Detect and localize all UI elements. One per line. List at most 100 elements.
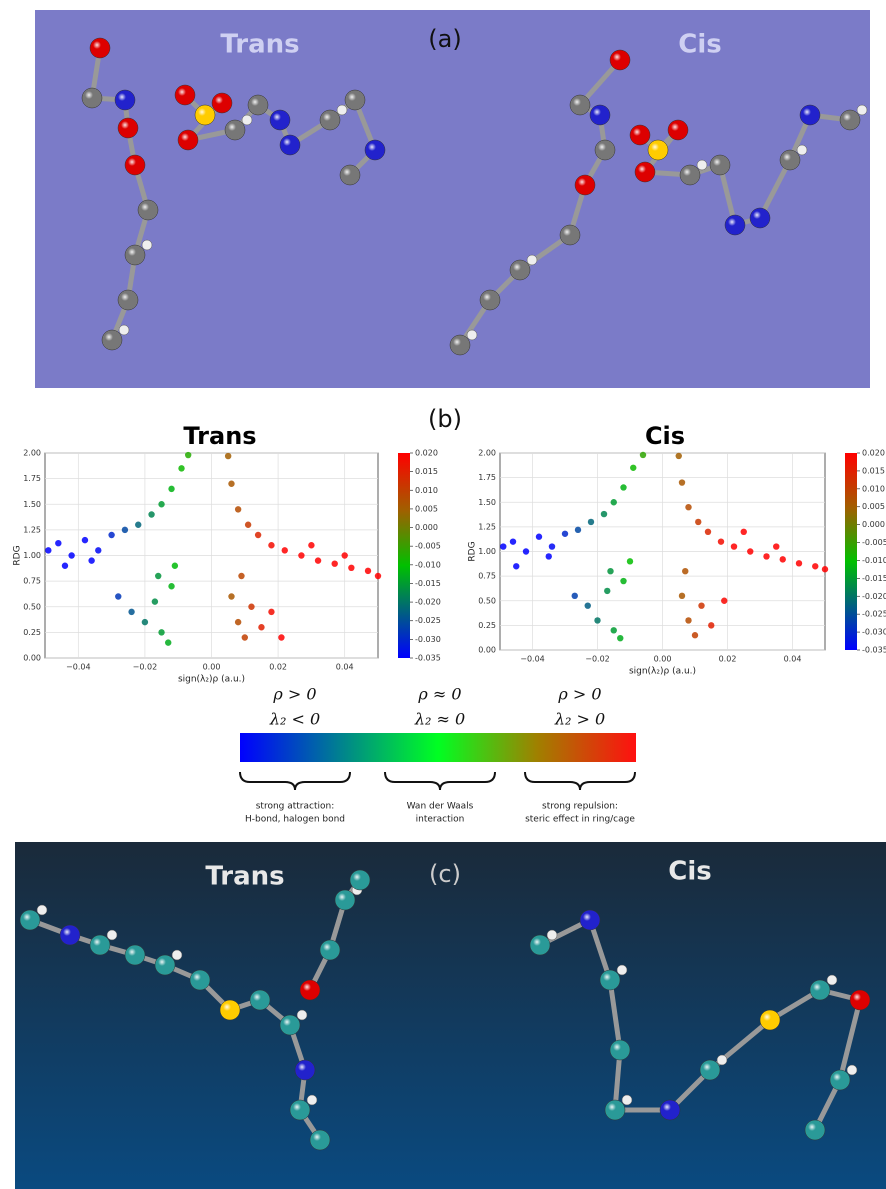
atom-highlight — [348, 93, 356, 101]
x-tick-label: −0.04 — [520, 655, 545, 664]
atom-highlight — [803, 108, 811, 116]
hydrogen — [857, 105, 867, 115]
atom — [20, 910, 40, 930]
charts: Trans0.000.250.500.751.001.251.501.752.0… — [13, 422, 886, 685]
y-tick-label: 0.50 — [478, 596, 496, 605]
y-tick-label: 1.75 — [478, 473, 496, 482]
scatter-point — [705, 529, 711, 535]
scatter-point — [172, 563, 178, 569]
atom — [480, 290, 500, 310]
hydrogen — [527, 255, 537, 265]
atom — [175, 85, 195, 105]
scatter-point — [546, 553, 552, 559]
scatter-point — [122, 527, 128, 533]
atom-highlight — [105, 333, 113, 341]
colorbar-tick-label: -0.015 — [862, 574, 886, 583]
y-tick-label: 0.75 — [478, 572, 496, 581]
y-tick-label: 0.25 — [478, 621, 496, 630]
legend-note: steric effect in ring/cage — [525, 815, 635, 825]
atom — [225, 120, 245, 140]
atom-highlight — [198, 108, 206, 116]
atom-highlight — [853, 993, 861, 1001]
scatter-point — [679, 479, 685, 485]
scatter-point — [242, 634, 248, 640]
atom-highlight — [808, 1123, 816, 1131]
scatter-point — [248, 604, 254, 610]
scatter-point — [45, 547, 51, 553]
atom-highlight — [563, 228, 571, 236]
scatter-point — [268, 542, 274, 548]
scatter-point — [611, 499, 617, 505]
atom-highlight — [118, 93, 126, 101]
atom — [248, 95, 268, 115]
brace — [385, 772, 495, 790]
atom — [118, 290, 138, 310]
scatter-point — [178, 465, 184, 471]
y-tick-label: 1.75 — [23, 474, 41, 483]
atom — [610, 1040, 630, 1060]
scatter-point — [763, 553, 769, 559]
atom-highlight — [303, 983, 311, 991]
scatter-point — [780, 556, 786, 562]
atom — [560, 225, 580, 245]
atom-highlight — [703, 1063, 711, 1071]
scatter-point — [594, 617, 600, 623]
atom-highlight — [663, 1103, 671, 1111]
atom-highlight — [93, 41, 101, 49]
x-tick-label: 0.02 — [719, 655, 737, 664]
atom — [125, 245, 145, 265]
atom-highlight — [128, 248, 136, 256]
colorbar-tick-label: 0.000 — [862, 520, 885, 529]
atom-highlight — [178, 88, 186, 96]
hydrogen — [697, 160, 707, 170]
atom — [830, 1070, 850, 1090]
atom-highlight — [683, 168, 691, 176]
atom — [840, 110, 860, 130]
atom-highlight — [513, 263, 521, 271]
scatter-point — [168, 486, 174, 492]
scatter-point — [108, 532, 114, 538]
scatter-point — [572, 593, 578, 599]
scatter-point — [68, 552, 74, 558]
atom-highlight — [313, 1133, 321, 1141]
x-tick-label: −0.02 — [133, 663, 158, 672]
legend-rho: ρ > 0 — [272, 685, 316, 704]
legend-lambda: λ₂ < 0 — [269, 710, 320, 729]
panel-c-background — [15, 842, 886, 1189]
scatter-point — [148, 511, 154, 517]
brace — [525, 772, 635, 790]
atom-highlight — [573, 98, 581, 106]
atom — [510, 260, 530, 280]
legend-note: strong repulsion: — [542, 802, 618, 812]
scatter-point — [604, 588, 610, 594]
atom-highlight — [453, 338, 461, 346]
atom — [310, 1130, 330, 1150]
atom — [320, 110, 340, 130]
scatter-point — [365, 568, 371, 574]
scatter-point — [82, 537, 88, 543]
x-tick-label: −0.02 — [585, 655, 610, 664]
hydrogen — [107, 930, 117, 940]
legend-rho: ρ > 0 — [557, 685, 601, 704]
atom-highlight — [93, 938, 101, 946]
atom-highlight — [671, 123, 679, 131]
atom-highlight — [583, 913, 591, 921]
legend-note: Wan der Waals — [407, 802, 474, 812]
atom — [635, 162, 655, 182]
hydrogen — [307, 1095, 317, 1105]
x-tick-label: 0.02 — [269, 663, 287, 672]
atom-highlight — [533, 938, 541, 946]
colorbar-tick-label: -0.030 — [862, 628, 886, 637]
scatter-point — [562, 531, 568, 537]
hydrogen — [242, 115, 252, 125]
atom — [610, 50, 630, 70]
atom-highlight — [353, 873, 361, 881]
hydrogen — [119, 325, 129, 335]
scatter-point — [676, 453, 682, 459]
hydrogen — [847, 1065, 857, 1075]
scatter-point — [575, 527, 581, 533]
atom-highlight — [121, 121, 129, 129]
scatter-point — [228, 593, 234, 599]
atom-highlight — [483, 293, 491, 301]
y-tick-label: 1.50 — [478, 498, 496, 507]
